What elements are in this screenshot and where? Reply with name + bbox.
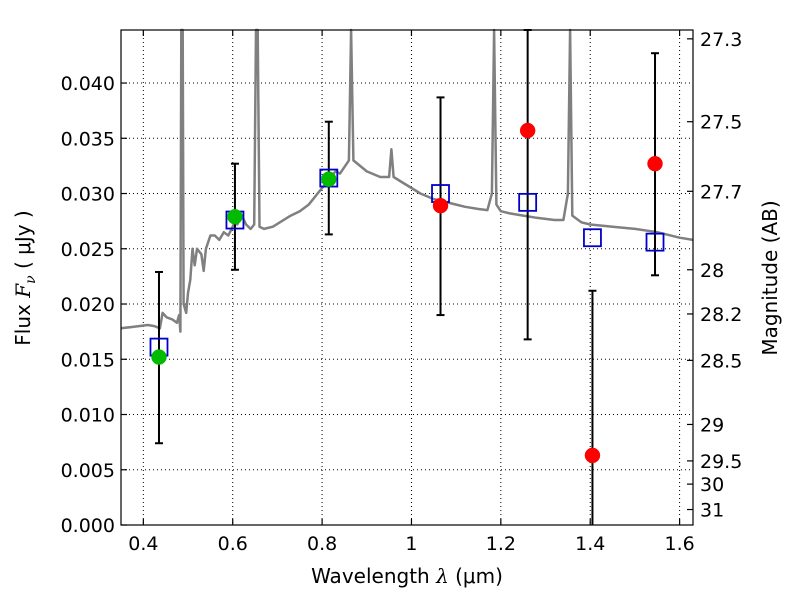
model-photometry-square [645,232,665,252]
x-tick-label: 0.6 [218,533,248,555]
x-tick-label: 0.8 [307,533,337,555]
y2-tick-label: 27.3 [700,29,742,51]
x-axis-label: Wavelength λ (μm) [311,564,503,588]
y-axis-label: Flux Fν ( μJy ) [11,210,39,345]
y2-axis-label: Magnitude (AB) [758,200,782,355]
spectrum-line [120,28,694,333]
non-detection-point [432,197,449,214]
y2-tick-label: 30 [700,474,724,496]
y2-tick-label: 29.5 [700,451,742,473]
y-tick-label: 0.015 [61,349,115,371]
grid-lines [121,30,693,526]
detection-point [321,171,337,187]
y2-tick-label: 27.7 [700,181,742,203]
y2-tick-label: 31 [700,500,724,522]
y2-tick-label: 29 [700,414,724,436]
y2-tick-label: 28.2 [700,304,742,326]
y-tick-label: 0.030 [61,184,115,206]
y-tick-label: 0.005 [61,460,115,482]
non-detection-point [584,447,601,464]
y-tick-label: 0.035 [61,128,115,150]
detection-point [151,349,167,365]
x-tick-label: 1.6 [664,533,694,555]
axes: 0.4 0.6 0.8 1 1.2 1.4 1.6 0.000 0.005 0.010 0.015 0… [61,29,743,555]
x-tick-label: 1 [405,533,417,555]
y-tick-label: 0.000 [61,515,115,537]
x-tick-label: 1.4 [575,533,605,555]
y2-tick-label: 27.5 [700,112,742,134]
model-photometry-square [518,192,538,212]
plot-series [120,28,694,525]
y-tick-label: 0.010 [61,405,115,427]
detection-point [227,208,243,225]
y-tick-label: 0.020 [61,294,115,316]
y2-tick-label: 28.5 [700,350,742,372]
y-tick-label: 0.025 [61,239,115,261]
x-tick-label: 0.4 [128,533,158,555]
x-tick-label: 1.2 [486,533,516,555]
non-detection-point [519,122,536,139]
plot-frame [120,29,694,526]
y2-tick-label: 28 [700,260,724,282]
non-detection-point [647,155,663,172]
model-photometry-square [583,228,602,248]
y-tick-label: 0.040 [61,73,115,95]
